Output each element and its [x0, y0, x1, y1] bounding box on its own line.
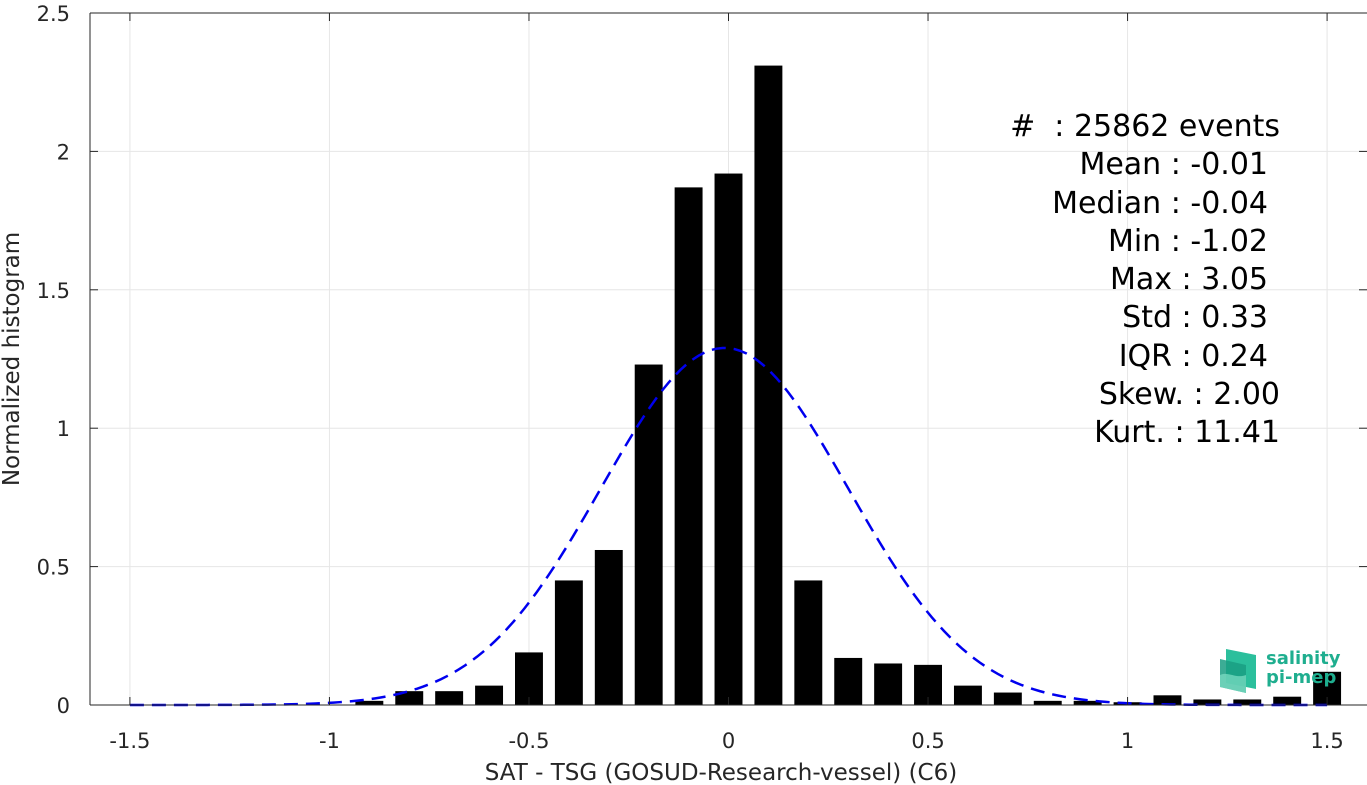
x-tick-label: 1.5 — [1310, 729, 1343, 753]
histogram-bar — [1073, 700, 1102, 705]
logo-text: salinity pi-mep — [1266, 649, 1341, 687]
histogram-bar — [993, 692, 1022, 705]
stat-min: Min : -1.02 — [1107, 223, 1268, 259]
y-tick-label: 1.5 — [37, 279, 70, 303]
histogram-bar — [554, 580, 583, 705]
y-tick-label: 2 — [57, 140, 70, 164]
histogram-bar — [754, 65, 783, 706]
histogram-bar — [594, 549, 623, 705]
x-tick-labels: -1.5 -1 -0.5 0 0.5 1 1.5 — [109, 729, 1343, 753]
histogram-bar — [874, 663, 903, 705]
x-tick-label: -1.5 — [109, 729, 150, 753]
histogram-bar — [834, 657, 863, 705]
y-tick-label: 0 — [57, 694, 70, 718]
stat-max: Max : 3.05 — [1110, 262, 1268, 298]
y-tick-label: 2.5 — [37, 2, 70, 26]
axes — [89, 12, 1367, 706]
histogram-bar — [355, 700, 384, 705]
logo-line1: salinity — [1266, 648, 1341, 669]
histogram-bar — [953, 685, 982, 705]
histogram-bar — [1193, 699, 1222, 705]
x-tick-label: -0.5 — [508, 729, 549, 753]
logo-mark-icon — [1220, 649, 1256, 693]
y-tick-labels: 0 0.5 1 1.5 2 2.5 — [37, 2, 70, 718]
histogram-bar — [1273, 696, 1302, 705]
y-tick-label: 1 — [57, 417, 70, 441]
salinity-pimep-logo: salinity pi-mep — [1216, 645, 1346, 695]
stat-iqr: IQR : 0.24 — [1118, 338, 1268, 374]
x-tick-label: 1 — [1121, 729, 1134, 753]
x-tick-label: 0.5 — [911, 729, 944, 753]
x-axis-label: SAT - TSG (GOSUD-Research-vessel) (C6) — [485, 760, 957, 785]
histogram-bar — [435, 691, 464, 705]
histogram-bar — [395, 691, 424, 705]
histogram-bar — [634, 364, 663, 705]
stat-skew: Skew. : 2.00 — [1098, 377, 1280, 413]
histogram-bar — [674, 187, 703, 705]
y-tick-label: 0.5 — [37, 556, 70, 580]
stat-median: Median : -0.04 — [1052, 185, 1268, 221]
histogram-bar — [1233, 699, 1262, 705]
x-tick-label: -1 — [319, 729, 340, 753]
stat-count: # : 25862 events — [1010, 109, 1280, 144]
histogram-bar — [714, 173, 743, 705]
x-tick-label: 0 — [722, 729, 735, 753]
stat-kurt: Kurt. : 11.41 — [1094, 415, 1280, 451]
histogram-bar — [1153, 695, 1182, 705]
statistics-box: # : 25862 events Mean : -0.01 Median : -… — [960, 108, 1280, 453]
histogram-bar — [794, 580, 823, 705]
histogram-bars — [355, 65, 1342, 706]
histogram-bar — [475, 685, 504, 705]
histogram-bar — [515, 652, 543, 705]
logo-line2: pi-mep — [1266, 667, 1337, 688]
stat-std: Std : 0.33 — [1122, 300, 1268, 336]
y-axis-label: Normalized histogram — [0, 232, 25, 486]
stat-mean: Mean : -0.01 — [1079, 147, 1268, 183]
histogram-bar — [1033, 700, 1062, 705]
